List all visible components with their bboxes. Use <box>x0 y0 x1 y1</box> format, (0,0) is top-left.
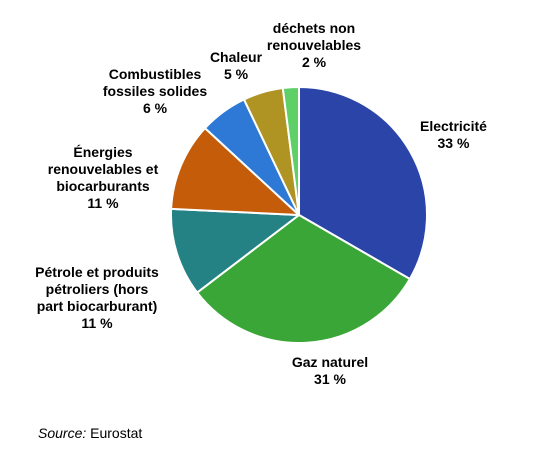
pie-slice-0 <box>298 86 428 280</box>
pie-slice-1 <box>196 214 411 344</box>
pie-slice-6 <box>281 86 300 216</box>
source-prefix: Source: <box>38 425 87 441</box>
pie-slice-3 <box>170 127 300 216</box>
slice-label-petrole: Pétrole et produits pétroliers (hors par… <box>35 264 159 331</box>
pie-slice-2 <box>170 207 300 294</box>
source-note: Source: Eurostat <box>38 425 142 441</box>
slice-label-chaleur: Chaleur 5 % <box>209 49 263 82</box>
slice-label-combustibles-fossiles: Combustibles fossiles solides 6 % <box>102 66 208 116</box>
slice-label-gaz-naturel: Gaz naturel 31 % <box>291 354 369 387</box>
slice-label-energies-renouvelables: Énergies renouvelables et biocarburants … <box>47 144 159 211</box>
slice-label-dechets-non-renouvelables: déchets non renouvelables 2 % <box>266 20 362 70</box>
slice-label-electricite: Electricité 33 % <box>420 118 487 151</box>
source-text: Eurostat <box>86 425 143 441</box>
